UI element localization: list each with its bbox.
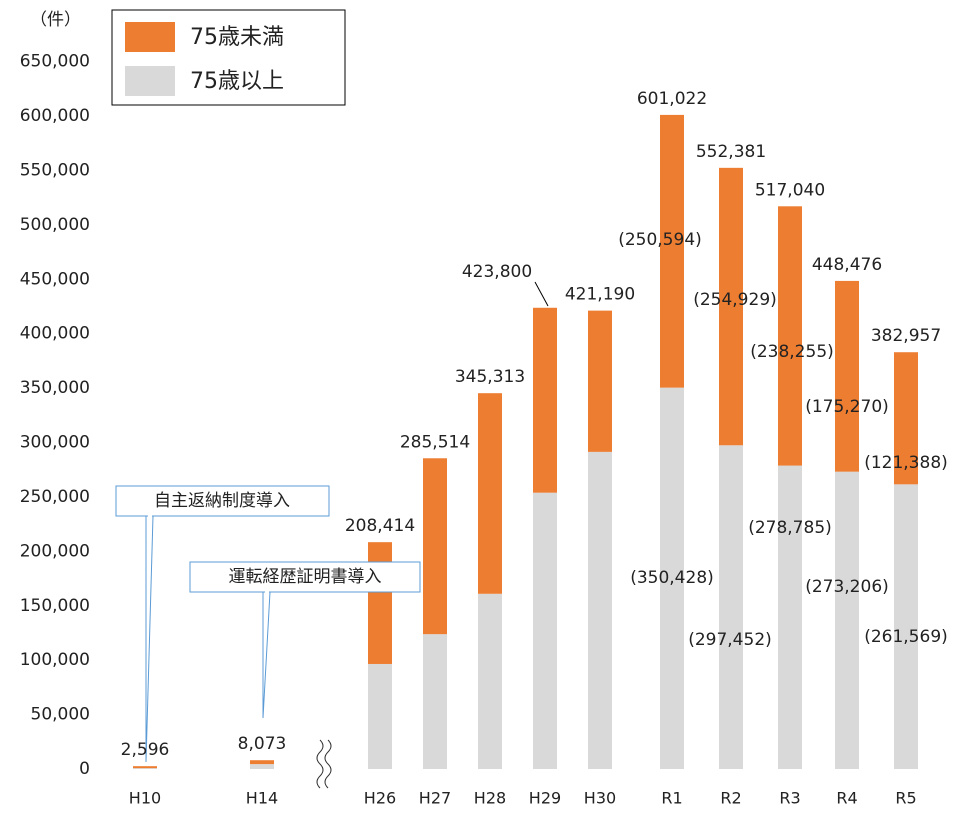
y-tick-label: 200,000 [20, 541, 90, 561]
legend-label: 75歳以上 [190, 69, 284, 94]
y-tick-label: 150,000 [20, 596, 90, 616]
x-tick-label: R4 [836, 789, 857, 808]
bar-segment [368, 663, 392, 769]
total-label: 423,800 [462, 262, 532, 282]
bar-segment [588, 310, 612, 452]
bar-segment [533, 307, 557, 493]
leader-line [534, 281, 549, 307]
y-tick-label: 300,000 [20, 433, 90, 453]
bar-segment [533, 492, 557, 769]
x-tick-label: H28 [474, 789, 506, 808]
y-tick-label: 600,000 [20, 106, 90, 126]
segment-label: (350,428) [630, 568, 714, 588]
bar-segment [368, 542, 392, 664]
bar-segment [133, 766, 157, 769]
segment-label: (254,929) [693, 290, 777, 310]
segment-label: (121,388) [864, 453, 948, 473]
legend-swatch [125, 22, 175, 52]
total-label: 517,040 [755, 180, 825, 200]
y-tick-label: 0 [79, 759, 90, 779]
x-tick-label: R3 [779, 789, 800, 808]
y-tick-label: 550,000 [20, 160, 90, 180]
segment-label: (278,785) [748, 518, 832, 538]
callout-join [265, 590, 269, 594]
total-label: 552,381 [696, 142, 766, 162]
bar-segment [719, 167, 743, 446]
total-label: 382,957 [871, 326, 941, 346]
y-tick-label: 500,000 [20, 215, 90, 235]
total-label: 345,313 [455, 367, 525, 387]
y-tick-label: 100,000 [20, 650, 90, 670]
bar-segment [250, 760, 274, 765]
x-tick-label: H30 [584, 789, 616, 808]
segment-label: (261,569) [864, 627, 948, 647]
total-label: 208,414 [345, 516, 415, 536]
bar-segment [835, 471, 859, 769]
segment-label: (238,255) [750, 342, 834, 362]
y-tick-label: 450,000 [20, 269, 90, 289]
callout-box [189, 561, 421, 593]
x-tick-label: H14 [246, 789, 278, 808]
bar-segment [894, 484, 918, 769]
bar-segment [660, 387, 684, 769]
bar-segment [478, 393, 502, 594]
x-tick-label: R5 [895, 789, 916, 808]
bar-segment [423, 634, 447, 769]
axis-break [316, 739, 324, 789]
x-tick-label: H26 [364, 789, 396, 808]
segment-label: (250,594) [618, 230, 702, 250]
callout-pointer [145, 515, 154, 763]
callout-join [148, 514, 152, 518]
bar-segment [423, 458, 447, 635]
segment-label: (273,206) [805, 577, 889, 597]
bar-segment [660, 114, 684, 388]
bar-segment [588, 451, 612, 769]
total-label: 601,022 [637, 89, 707, 109]
annotation: 自主返納制度導入 [154, 491, 290, 511]
annotation: 運転経歴証明書導入 [229, 567, 382, 587]
total-label: 285,514 [400, 432, 470, 452]
bar-segment [894, 352, 918, 485]
y-tick-label: 250,000 [20, 487, 90, 507]
callout-box [115, 485, 330, 517]
callout-pointer [262, 591, 271, 719]
bar-segment [719, 445, 743, 769]
total-label: 421,190 [565, 285, 635, 305]
y-unit: （件） [30, 10, 81, 30]
x-tick-label: R2 [720, 789, 741, 808]
bar-segment [250, 764, 274, 769]
x-tick-label: R1 [661, 789, 682, 808]
total-label: 448,476 [812, 255, 882, 275]
total-label: 2,596 [121, 740, 170, 760]
x-tick-label: H10 [129, 789, 161, 808]
legend-swatch [125, 66, 175, 96]
y-tick-label: 50,000 [31, 705, 90, 725]
bar-segment [133, 768, 157, 769]
x-tick-label: H29 [529, 789, 561, 808]
total-label: 8,073 [238, 734, 287, 754]
segment-label: (297,452) [688, 630, 772, 650]
x-tick-label: H27 [419, 789, 451, 808]
bar-segment [778, 206, 802, 466]
bar-segment [835, 280, 859, 472]
segment-label: (175,270) [805, 397, 889, 417]
bar-segment [778, 465, 802, 769]
axis-break [324, 739, 332, 789]
y-tick-label: 650,000 [20, 52, 90, 72]
bar-segment [478, 593, 502, 769]
y-tick-label: 400,000 [20, 324, 90, 344]
legend-label: 75歳未満 [190, 25, 284, 50]
y-tick-label: 350,000 [20, 378, 90, 398]
